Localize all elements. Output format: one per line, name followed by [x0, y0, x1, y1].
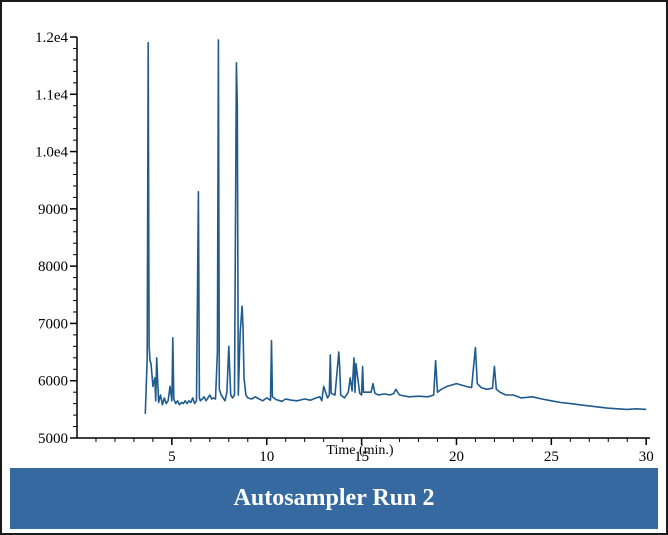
y-tick-label: 5000: [38, 431, 68, 447]
y-tick-label: 7000: [38, 316, 68, 332]
x-tick-label: 15: [354, 449, 369, 464]
x-tick-label: 20: [449, 449, 464, 464]
y-tick-label: 6000: [38, 374, 68, 390]
run-title-banner: Autosampler Run 2: [10, 468, 658, 529]
chromatogram-chart: 5000 6000 7000 8000 9000 1.0e4 1.1e4 1.2e4 5 10 15…: [35, 30, 654, 464]
y-tick-label: 1.2e4: [35, 30, 68, 46]
x-tick-label: 25: [544, 449, 559, 464]
y-tick-label: 9000: [38, 202, 68, 218]
y-tick-label: 8000: [38, 259, 68, 275]
x-axis-title: Time (min.): [326, 443, 393, 458]
trace-layer: [144, 39, 647, 414]
x-tick-label: 10: [259, 449, 274, 464]
chromatogram-trace: [144, 39, 647, 414]
x-tick-label: 30: [639, 449, 654, 464]
y-tick-label: 1.1e4: [35, 87, 68, 103]
tick-layer: 5000 6000 7000 8000 9000 1.0e4 1.1e4 1.2e4 5 10 15…: [35, 30, 654, 464]
y-tick-label: 1.0e4: [35, 145, 68, 161]
x-tick-label: 5: [168, 449, 176, 464]
